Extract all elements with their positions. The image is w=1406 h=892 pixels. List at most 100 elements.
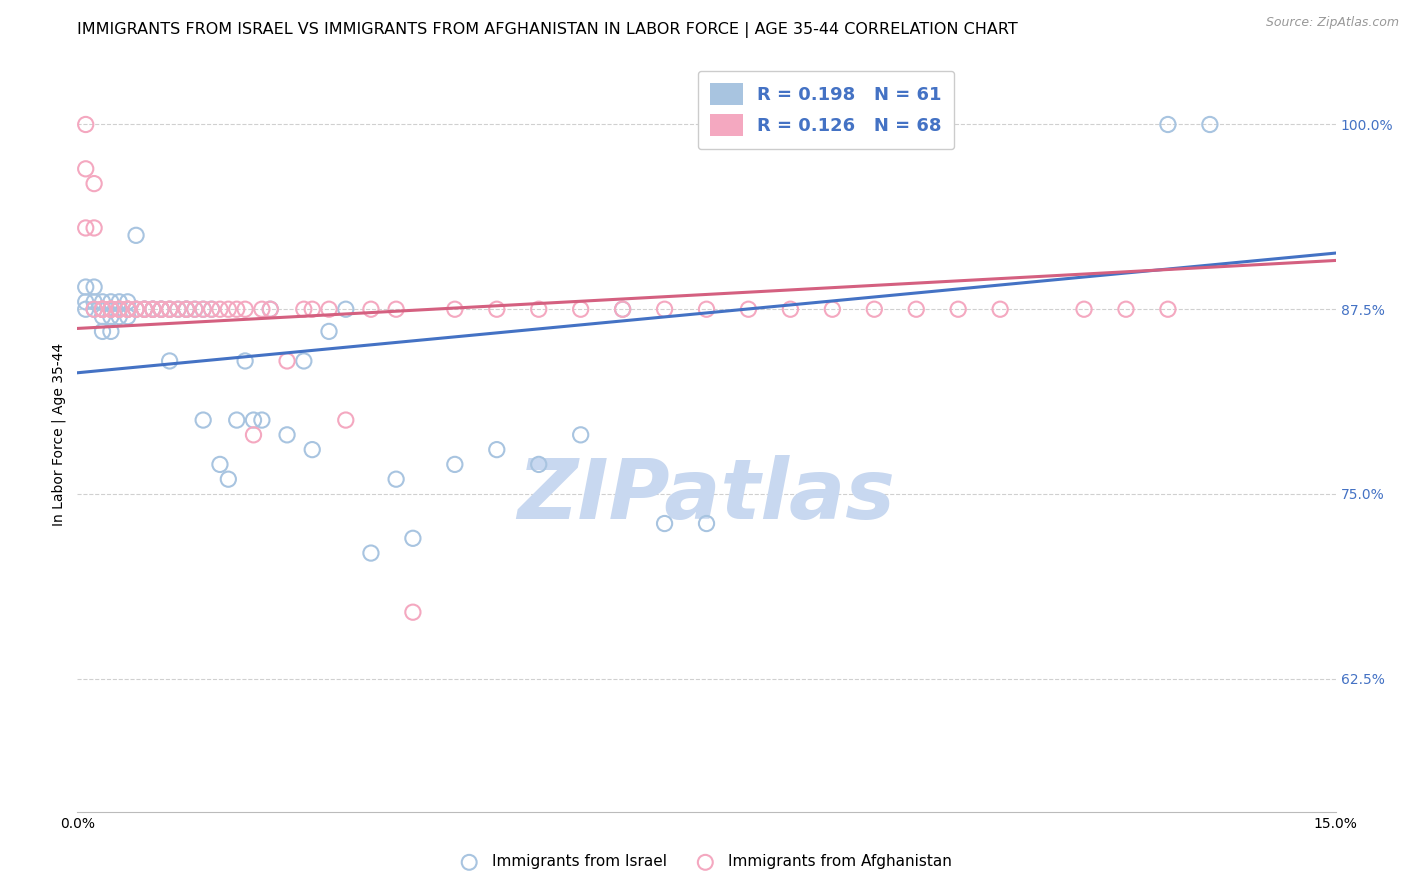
Point	[125, 228, 148, 243]
Point	[91, 325, 114, 339]
Point	[527, 458, 550, 472]
Point	[184, 302, 207, 317]
Point	[142, 302, 165, 317]
Point	[91, 310, 114, 324]
Point	[134, 302, 156, 317]
Point	[100, 325, 122, 339]
Point	[233, 354, 256, 368]
Point	[91, 294, 114, 309]
Point	[117, 294, 139, 309]
Point	[150, 302, 173, 317]
Point	[167, 302, 190, 317]
Legend: R = 0.198   N = 61, R = 0.126   N = 68: R = 0.198 N = 61, R = 0.126 N = 68	[697, 70, 955, 149]
Point	[1073, 302, 1095, 317]
Point	[242, 413, 264, 427]
Point	[75, 280, 97, 294]
Text: Source: ZipAtlas.com: Source: ZipAtlas.com	[1265, 16, 1399, 29]
Point	[233, 302, 256, 317]
Point	[125, 302, 148, 317]
Point	[91, 302, 114, 317]
Point	[134, 302, 156, 317]
Point	[225, 302, 247, 317]
Point	[292, 302, 315, 317]
Point	[83, 221, 105, 235]
Point	[612, 302, 634, 317]
Point	[117, 302, 139, 317]
Point	[100, 302, 122, 317]
Point	[125, 302, 148, 317]
Point	[176, 302, 198, 317]
Point	[91, 302, 114, 317]
Point	[242, 427, 264, 442]
Point	[100, 294, 122, 309]
Point	[150, 302, 173, 317]
Point	[75, 294, 97, 309]
Point	[402, 531, 425, 545]
Point	[83, 177, 105, 191]
Point	[83, 294, 105, 309]
Point	[159, 302, 181, 317]
Point	[259, 302, 281, 317]
Point	[444, 458, 467, 472]
Point	[696, 302, 718, 317]
Point	[75, 161, 97, 176]
Point	[335, 413, 357, 427]
Point	[217, 472, 239, 486]
Point	[100, 302, 122, 317]
Point	[83, 280, 105, 294]
Point	[200, 302, 222, 317]
Point	[696, 516, 718, 531]
Point	[117, 310, 139, 324]
Point	[108, 294, 131, 309]
Point	[108, 302, 131, 317]
Point	[191, 302, 215, 317]
Point	[134, 302, 156, 317]
Point	[360, 546, 382, 560]
Point	[905, 302, 928, 317]
Point	[142, 302, 165, 317]
Point	[1157, 302, 1180, 317]
Point	[117, 302, 139, 317]
Point	[1115, 302, 1137, 317]
Point	[91, 302, 114, 317]
Point	[167, 302, 190, 317]
Point	[402, 605, 425, 619]
Point	[108, 302, 131, 317]
Point	[150, 302, 173, 317]
Point	[1157, 118, 1180, 132]
Point	[108, 302, 131, 317]
Point	[184, 302, 207, 317]
Point	[100, 302, 122, 317]
Point	[100, 302, 122, 317]
Point	[360, 302, 382, 317]
Point	[75, 302, 97, 317]
Point	[385, 302, 408, 317]
Point	[385, 472, 408, 486]
Y-axis label: In Labor Force | Age 35-44: In Labor Force | Age 35-44	[52, 343, 66, 526]
Point	[318, 302, 340, 317]
Point	[292, 354, 315, 368]
Point	[100, 310, 122, 324]
Point	[159, 354, 181, 368]
Point	[83, 302, 105, 317]
Point	[108, 302, 131, 317]
Point	[191, 413, 215, 427]
Point	[176, 302, 198, 317]
Point	[612, 302, 634, 317]
Point	[75, 221, 97, 235]
Point	[200, 302, 222, 317]
Point	[159, 302, 181, 317]
Point	[444, 302, 467, 317]
Point	[318, 325, 340, 339]
Point	[75, 118, 97, 132]
Point	[335, 302, 357, 317]
Point	[225, 413, 247, 427]
Point	[208, 302, 231, 317]
Point	[654, 302, 676, 317]
Point	[125, 302, 148, 317]
Point	[485, 442, 508, 457]
Text: IMMIGRANTS FROM ISRAEL VS IMMIGRANTS FROM AFGHANISTAN IN LABOR FORCE | AGE 35-44: IMMIGRANTS FROM ISRAEL VS IMMIGRANTS FRO…	[77, 22, 1018, 38]
Point	[301, 442, 323, 457]
Point	[100, 302, 122, 317]
Point	[259, 302, 281, 317]
